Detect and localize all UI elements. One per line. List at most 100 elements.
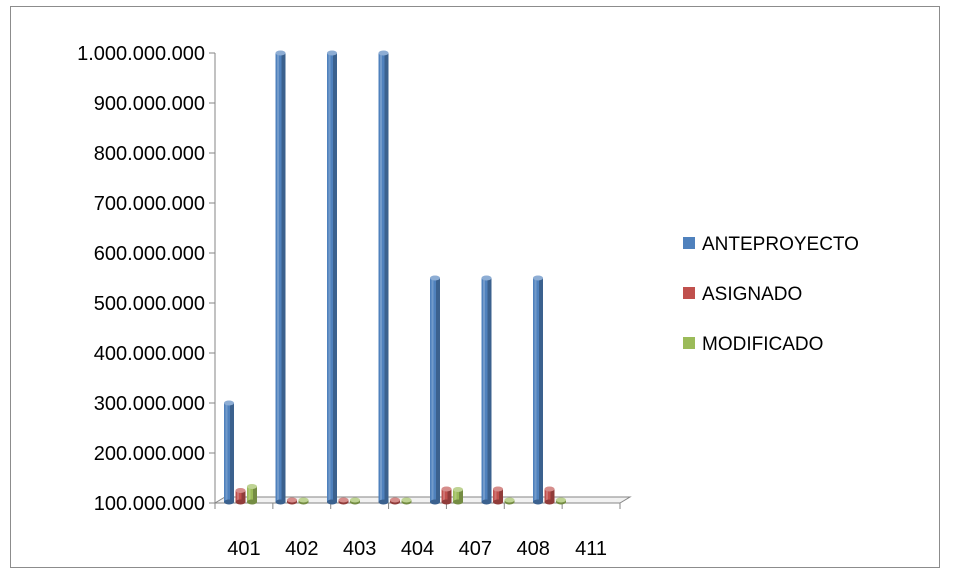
bar-highlight	[443, 489, 445, 502]
bar-anteproyecto-401	[224, 400, 234, 505]
bar-modificado-402	[298, 497, 309, 505]
bar-highlight	[494, 489, 497, 502]
bar-body	[481, 278, 492, 502]
bar-shade	[487, 278, 492, 502]
bar-base	[224, 499, 234, 505]
x-tick-label: 403	[343, 538, 376, 560]
y-tick-label: 700.000.000	[94, 193, 205, 215]
y-tick-label: 600.000.000	[94, 243, 205, 265]
legend-swatch-asignado	[683, 287, 695, 299]
y-tick-label: 400.000.000	[94, 343, 205, 365]
bar-highlight	[248, 486, 251, 502]
bar-modificado-404	[401, 497, 412, 505]
bar-cap	[481, 275, 492, 281]
bar-base	[235, 499, 246, 505]
x-tick-label: 404	[401, 538, 434, 560]
bar-shade	[447, 489, 452, 502]
bar-cap	[275, 50, 286, 56]
bar-highlight	[237, 490, 239, 502]
bar-cap	[441, 486, 452, 492]
bar-cap	[235, 488, 246, 493]
x-axis-ticks: 401 402 403 404 407 408 411	[214, 503, 621, 560]
bar-body	[430, 278, 440, 502]
bars	[224, 50, 566, 505]
bar-anteproyecto-408	[481, 275, 492, 505]
bar-highlight	[380, 53, 382, 502]
legend-label-modificado: MODIFICADO	[702, 334, 823, 355]
bar-shade	[333, 53, 337, 502]
bar-body	[235, 490, 246, 502]
bar-base	[327, 499, 337, 505]
bar-cap	[224, 400, 234, 406]
bar-shade	[253, 486, 257, 502]
y-tick-label: 100.000.000	[94, 493, 205, 515]
bar-cap	[378, 50, 389, 56]
x-tick-label: 411	[575, 538, 607, 560]
bar-highlight	[431, 278, 434, 502]
bar-asignado-407	[441, 486, 452, 505]
bar-highlight	[546, 489, 548, 502]
legend: ANTEPROYECTO ASIGNADO MODIFICADO	[683, 234, 859, 355]
bar-cap	[350, 497, 360, 503]
bar-cap	[430, 275, 440, 281]
legend-label-anteproyecto: ANTEPROYECTO	[702, 234, 859, 255]
bar-shade	[384, 53, 389, 502]
bar-base	[378, 499, 389, 505]
bar-shade	[241, 490, 246, 502]
bar-cap	[453, 487, 463, 492]
legend-label-asignado: ASIGNADO	[702, 284, 802, 305]
bar-base	[430, 499, 440, 505]
bar-body	[327, 53, 337, 502]
bar-cap	[544, 486, 555, 492]
bar-modificado-411	[556, 497, 566, 505]
y-tick-label: 1.000.000.000	[77, 43, 205, 65]
bar-body	[441, 489, 452, 502]
bar-cap	[338, 497, 349, 503]
bar-highlight	[328, 53, 331, 502]
y-tick-label: 800.000.000	[94, 143, 205, 165]
x-tick-label: 408	[517, 538, 550, 560]
bar-cap	[298, 497, 309, 503]
bar-cap	[327, 50, 337, 56]
bar-shade	[550, 489, 555, 502]
y-tick-label: 200.000.000	[94, 443, 205, 465]
bar-shade	[281, 53, 286, 502]
x-tick-label: 402	[285, 538, 318, 560]
bar-highlight	[277, 53, 279, 502]
bar-cap	[493, 486, 503, 492]
bar-cap	[401, 497, 412, 503]
bar-cap	[504, 497, 515, 503]
bar-base	[441, 499, 452, 505]
bar-anteproyecto-404	[378, 50, 389, 505]
x-tick-label: 401	[227, 538, 260, 560]
bar-body	[247, 486, 257, 502]
legend-swatch-anteproyecto	[683, 237, 695, 249]
bar-asignado-403	[338, 497, 349, 505]
bar-cap	[556, 497, 566, 503]
bar-body	[453, 489, 463, 502]
bar-body	[224, 403, 234, 502]
bar-modificado-408	[504, 497, 515, 505]
bar-modificado-407	[453, 487, 463, 505]
bar-anteproyecto-402	[275, 50, 286, 505]
bar-modificado-403	[350, 497, 360, 505]
bar-base	[453, 499, 463, 505]
bar-body	[544, 489, 555, 502]
legend-swatch-modificado	[683, 337, 695, 349]
bar-asignado-408	[493, 486, 503, 505]
bar-asignado-401	[235, 488, 246, 505]
bar-asignado-402	[287, 497, 297, 505]
bar-anteproyecto-407	[430, 275, 440, 505]
bar-base	[275, 499, 286, 505]
bar-asignado-404	[390, 497, 400, 505]
bar-highlight	[534, 278, 537, 502]
bar-highlight	[225, 403, 228, 502]
bar-highlight	[483, 278, 485, 502]
bar-modificado-401	[247, 484, 257, 505]
y-axis-ticks: 100.000.000 200.000.000 300.000.000 400.000…	[77, 43, 215, 515]
x-tick-label: 407	[459, 538, 492, 560]
y-tick-label: 500.000.000	[94, 293, 205, 315]
axis-layer	[213, 53, 632, 504]
y-tick-label: 300.000.000	[94, 393, 205, 415]
